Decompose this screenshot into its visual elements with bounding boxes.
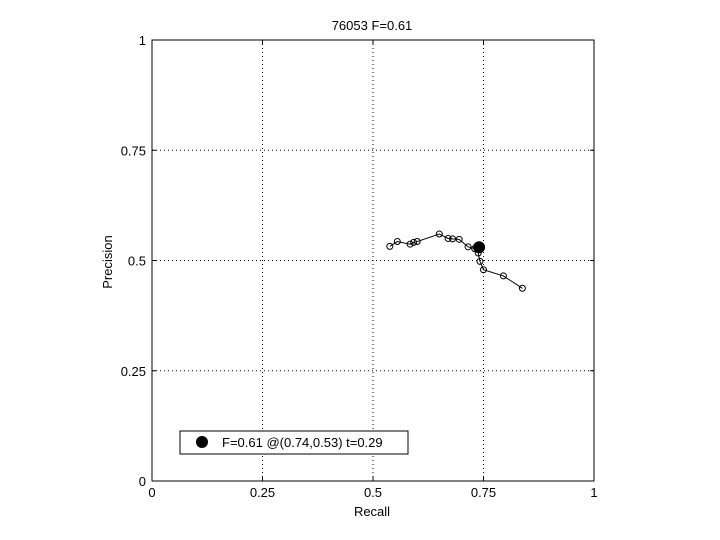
- y-axis-label: Precision: [100, 235, 115, 288]
- pr-curve: [386, 230, 526, 292]
- legend-marker: [196, 436, 208, 448]
- y-tick-labels: 0 0.25 0.5 0.75 1: [121, 33, 146, 489]
- x-tick-labels: 0 0.25 0.5 0.75 1: [148, 485, 597, 500]
- data-point: [449, 235, 457, 243]
- legend-text: F=0.61 @(0.74,0.53) t=0.29: [222, 435, 383, 450]
- legend: F=0.61 @(0.74,0.53) t=0.29: [179, 430, 409, 455]
- axis-ticks: [151, 39, 595, 482]
- data-point: [410, 238, 418, 246]
- y-tick-label: 1: [139, 33, 146, 48]
- x-tick-label: 0.5: [364, 485, 382, 500]
- data-point: [464, 243, 472, 251]
- chart-title: 76053 F=0.61: [332, 18, 413, 33]
- data-point: [518, 284, 526, 292]
- data-point: [435, 230, 443, 238]
- data-point: [413, 238, 421, 246]
- data-point: [455, 235, 463, 243]
- grid-lines: [152, 40, 594, 481]
- x-tick-label: 0.25: [250, 485, 275, 500]
- best-f-point: [473, 241, 486, 254]
- data-point: [444, 234, 452, 242]
- x-tick-label: 1: [590, 485, 597, 500]
- y-tick-label: 0.5: [128, 254, 146, 269]
- x-tick-label: 0.75: [471, 485, 496, 500]
- data-point: [499, 272, 507, 280]
- data-point: [406, 240, 414, 248]
- data-point: [476, 257, 484, 265]
- data-point: [386, 242, 394, 250]
- x-axis-label: Recall: [354, 504, 390, 519]
- data-point: [480, 266, 487, 274]
- y-tick-label: 0.25: [121, 364, 146, 379]
- y-tick-label: 0.75: [121, 143, 146, 158]
- data-point: [393, 238, 401, 246]
- y-tick-label: 0: [139, 474, 146, 489]
- x-tick-label: 0: [148, 485, 155, 500]
- legend-box: [179, 430, 409, 455]
